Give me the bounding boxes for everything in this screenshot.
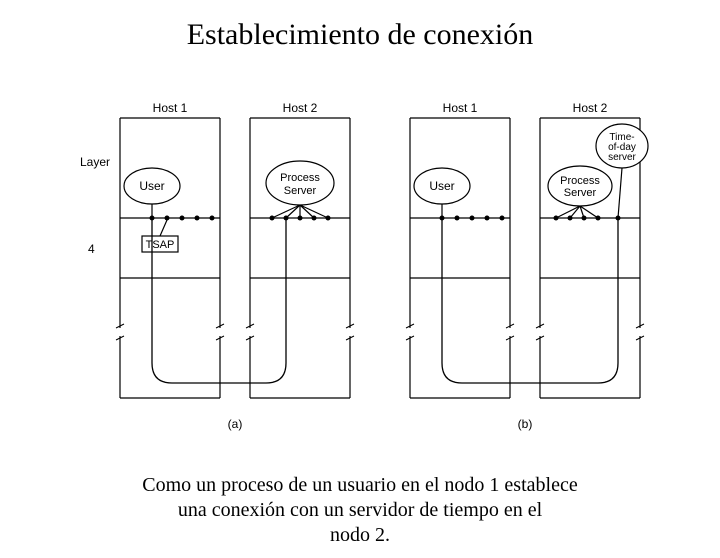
caption: Como un proceso de un usuario en el nodo… (0, 473, 720, 548)
svg-text:(a): (a) (228, 417, 243, 431)
svg-text:Process: Process (280, 172, 320, 184)
svg-text:(b): (b) (518, 417, 533, 431)
svg-text:Server: Server (284, 185, 317, 197)
svg-text:Process: Process (560, 175, 600, 187)
svg-text:Host 2: Host 2 (283, 101, 318, 115)
svg-text:TSAP: TSAP (146, 239, 175, 251)
svg-text:server: server (608, 152, 636, 163)
svg-text:User: User (429, 179, 454, 193)
svg-text:Layer: Layer (80, 155, 110, 169)
page-title: Establecimiento de conexión (0, 18, 720, 52)
caption-line: una conexión con un servidor de tiempo e… (178, 499, 542, 521)
svg-text:Host 1: Host 1 (443, 101, 478, 115)
svg-text:Host 1: Host 1 (153, 101, 188, 115)
caption-line: nodo 2. (330, 524, 390, 546)
svg-text:Server: Server (564, 187, 597, 199)
svg-text:Host 2: Host 2 (573, 101, 608, 115)
svg-text:User: User (139, 179, 164, 193)
caption-line: Como un proceso de un usuario en el nodo… (142, 474, 577, 496)
svg-text:4: 4 (88, 242, 95, 256)
connection-diagram: Host 1 Host 2 Host 1 Host 2 Layer 4 User TSAP Pr… (70, 98, 660, 493)
diagram-svg: Host 1 Host 2 Host 1 Host 2 Layer 4 User TSAP Pr… (70, 98, 660, 488)
